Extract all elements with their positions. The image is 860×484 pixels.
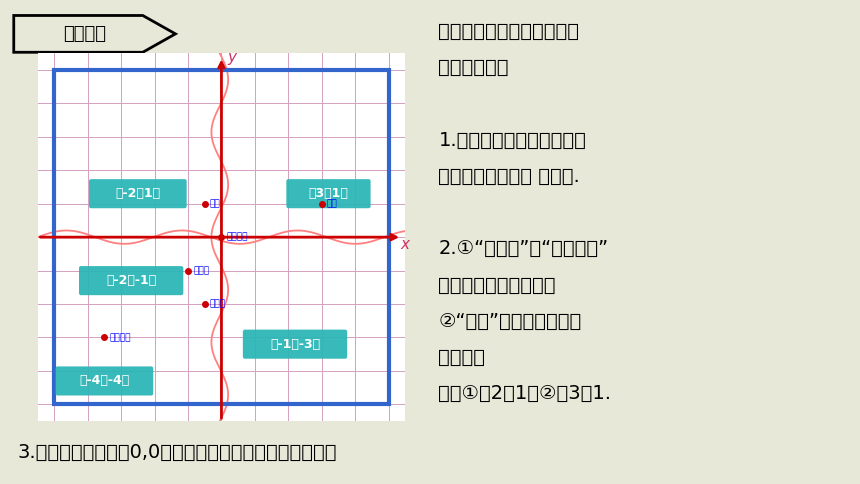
- Text: 雁塔: 雁塔: [210, 199, 220, 208]
- Text: （-4，-4）: （-4，-4）: [79, 375, 130, 388]
- Text: 多少格？: 多少格？: [439, 348, 486, 367]
- Text: 科技大学: 科技大学: [109, 333, 131, 342]
- Text: 答：①西2兴1，②世3北1.: 答：①西2兴1，②世3北1.: [439, 384, 611, 403]
- Text: （-1，-3）: （-1，-3）: [270, 338, 320, 351]
- FancyBboxPatch shape: [79, 266, 183, 295]
- Text: 影月楼: 影月楼: [210, 300, 226, 308]
- Text: （-2，1）: （-2，1）: [115, 187, 161, 200]
- FancyBboxPatch shape: [89, 179, 187, 208]
- Text: 碌林: 碌林: [327, 199, 337, 208]
- Text: x: x: [401, 237, 409, 252]
- FancyBboxPatch shape: [243, 330, 347, 359]
- Text: （-2，-1）: （-2，-1）: [106, 274, 157, 287]
- Text: 问题：如图是某城市旅游景: 问题：如图是某城市旅游景: [439, 22, 580, 41]
- Text: 课堂导入: 课堂导入: [63, 25, 106, 43]
- FancyBboxPatch shape: [286, 179, 371, 208]
- Text: 中心广场: 中心广场: [226, 233, 248, 242]
- Text: 大成殿: 大成殿: [193, 266, 209, 275]
- Text: 2.①“大成殿”在“中心广场”: 2.①“大成殿”在“中心广场”: [439, 239, 609, 258]
- Text: 点的位置的？答： 画表格.: 点的位置的？答： 画表格.: [439, 167, 580, 186]
- Text: 1.你是怎样确定各个旅游景: 1.你是怎样确定各个旅游景: [439, 131, 587, 150]
- Text: 点的示意图：: 点的示意图：: [439, 58, 509, 77]
- Text: y: y: [227, 49, 237, 64]
- FancyBboxPatch shape: [56, 366, 153, 395]
- Text: （3，1）: （3，1）: [309, 187, 348, 200]
- Text: 的西南各多少个小格？: 的西南各多少个小格？: [439, 275, 556, 294]
- Text: 3.如果中心广场为（0,0）你能表示出其他景点的位置么？: 3.如果中心广场为（0,0）你能表示出其他景点的位置么？: [17, 442, 336, 462]
- Text: ②“碌林”在广场的东北各: ②“碌林”在广场的东北各: [439, 312, 581, 331]
